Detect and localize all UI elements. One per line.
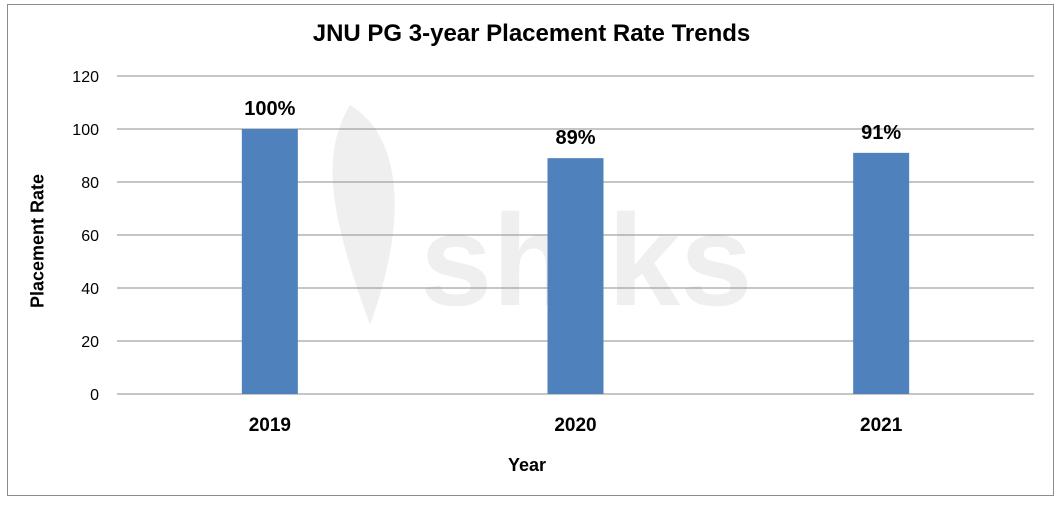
x-tick-label: 2020	[554, 415, 596, 436]
x-tick-label: 2019	[249, 415, 291, 436]
y-tick-label: 0	[90, 387, 99, 404]
data-label: 89%	[555, 127, 595, 149]
bar	[547, 158, 604, 394]
y-tick-label: 80	[81, 175, 99, 192]
data-label: 100%	[244, 98, 295, 120]
y-tick-label: 20	[81, 334, 99, 351]
chart-title: JNU PG 3-year Placement Rate Trends	[312, 20, 751, 47]
bar	[241, 129, 298, 394]
x-axis-label: Year	[507, 455, 547, 475]
bar	[853, 152, 910, 394]
y-tick-label: 60	[81, 228, 99, 245]
y-tick-label: 100	[72, 122, 99, 139]
y-tick-label: 40	[81, 281, 99, 298]
x-tick-label: 2021	[860, 415, 903, 436]
data-label: 91%	[861, 122, 901, 144]
y-tick-label: 120	[72, 69, 99, 86]
